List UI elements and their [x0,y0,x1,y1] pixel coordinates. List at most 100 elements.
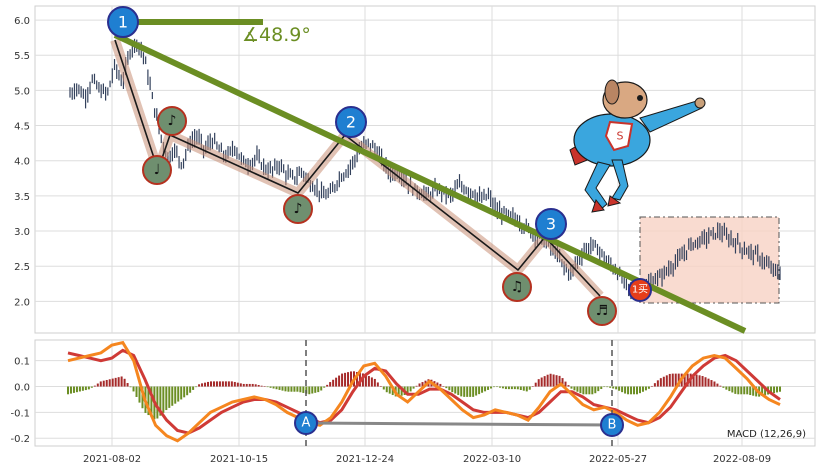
macd-bar [597,386,600,392]
superhero-dog-icon: S [569,79,706,213]
macd-bar [391,386,394,396]
macd-bar [701,376,704,387]
macd-bar [72,386,75,393]
macd-bar [519,386,522,390]
svg-text:♬: ♬ [596,303,609,319]
macd-title: MACD (12,26,9) [727,429,806,440]
macd-bar [573,386,576,391]
macd-bar [126,383,129,387]
macd-bar [570,386,573,389]
macd-bar [93,385,96,387]
macd-bar [719,385,722,387]
macd-bar [415,385,418,387]
macd-bar [716,383,719,387]
macd-plot-area [34,339,816,447]
macd-bar [773,386,776,394]
macd-bar [397,386,400,397]
macd-bar [692,373,695,387]
macd-bar [534,382,537,387]
macd-bar [454,386,457,394]
macd-bar [379,385,382,387]
svg-text:A: A [302,416,311,431]
macd-bar [245,383,248,387]
macd-bar [260,385,263,387]
price-y-tick-label: 6.0 [14,16,30,27]
macd-bar [141,386,144,409]
macd-bar [373,378,376,387]
macd-bar [481,386,484,393]
macd-y-tick-label: 0.0 [14,383,30,394]
macd-bar [725,386,728,390]
price-y-tick-label: 4.5 [14,122,30,133]
x-axis-ticks: 2021-08-02 2021-10-15 2021-12-24 2022-03-10… [83,454,771,465]
macd-bar [87,386,90,390]
macd-bar [409,386,412,392]
macd-bar [209,381,212,387]
macd-bar [552,374,555,387]
x-tick-label: 2021-08-02 [83,454,141,465]
macd-bar [543,376,546,387]
buy-marker: 1买 [628,278,652,302]
divergence-label-a: A [294,411,318,435]
macd-bar [290,386,293,392]
macd-bar [588,386,591,395]
macd-bar [347,372,350,387]
macd-bar [254,384,257,387]
macd-bar [484,386,487,392]
macd-bar [370,377,373,387]
macd-bar [99,381,102,387]
macd-bar [636,386,639,395]
macd-bar [278,386,281,390]
price-y-tick-label: 2.5 [14,262,30,273]
macd-bar [159,386,162,416]
macd-bar [367,376,370,387]
svg-text:3: 3 [546,215,556,234]
macd-bar [457,386,460,395]
divergence-line [305,421,613,427]
macd-bar [323,386,326,388]
macd-bar [627,386,630,395]
macd-y-tick-label: -0.2 [10,434,30,445]
macd-bar [683,373,686,387]
macd-bar [329,382,332,387]
macd-bar [287,386,290,392]
macd-bar [585,386,588,395]
price-y-tick-label: 3.5 [14,192,30,203]
macd-bar [466,386,469,397]
macd-bar [344,372,347,387]
macd-bar [662,376,665,387]
macd-bar [120,376,123,387]
macd-bar [624,386,627,394]
macd-bar [659,378,662,387]
macd-bar [561,378,564,387]
macd-bar [653,383,656,387]
x-tick-label: 2022-05-27 [589,454,647,465]
macd-bar [156,386,159,419]
macd-bar [579,386,582,394]
macd-bar [540,377,543,387]
note-marker-1: ♪ [157,106,187,136]
note-marker-3: ♪ [283,194,313,224]
macd-bar [320,386,323,391]
macd-bar [576,386,579,392]
macd-bar [507,386,510,390]
macd-y-tick-label: -0.1 [10,408,30,419]
macd-bar [656,380,659,387]
macd-bar [770,386,773,394]
macd-bar [227,381,230,387]
macd-bar [469,386,472,397]
macd-bar [239,383,242,387]
macd-bar [177,386,180,402]
macd-bar [439,383,442,387]
x-tick-label: 2021-10-15 [210,454,268,465]
macd-bar [376,382,379,387]
macd-bar [710,380,713,387]
macd-bar [493,386,496,388]
macd-bar [183,386,186,398]
macd-bar [504,386,507,390]
price-panel: 2.0 2.5 3.0 3.5 4.0 4.5 5.0 5.5 6.0 ∡48.9° S [14,5,816,334]
macd-bar [698,375,701,387]
macd-bar [686,373,689,387]
macd-bar [412,386,415,389]
macd-bar [102,380,105,387]
